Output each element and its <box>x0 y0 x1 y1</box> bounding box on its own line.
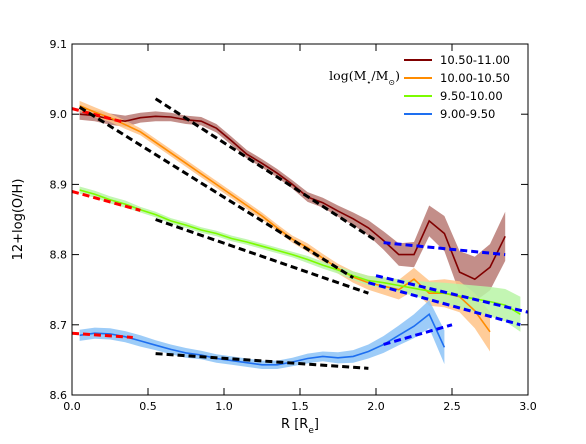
y-axis-label: 12+log(O/H) <box>11 179 26 261</box>
series-line-3 <box>79 189 521 315</box>
legend: log(M⋆/M⊙) 10.50-11.00 10.00-10.50 9.50-10… <box>329 53 510 121</box>
error-bands <box>79 100 521 369</box>
x-tick-label: 2.5 <box>443 400 461 413</box>
legend-title: log(M⋆/M⊙) <box>329 68 400 87</box>
x-tick-label: 3.0 <box>519 400 537 413</box>
y-tick-label: 9.1 <box>50 38 68 51</box>
legend-label-2: 10.00-10.50 <box>440 71 510 85</box>
series-line-4 <box>79 313 446 366</box>
x-tick-label: 0.5 <box>139 400 157 413</box>
y-tick-label: 9.0 <box>50 108 68 121</box>
y-tick-label: 8.9 <box>50 178 68 191</box>
y-tick-label: 8.6 <box>50 389 68 402</box>
error-band-1 <box>79 108 506 302</box>
x-axis-label: R [Re] <box>281 417 319 436</box>
axis-tick-labels: 0.0 0.5 1.0 1.5 2.0 2.5 3.0 8.6 8.7 8.8 8.9 9.0 9.1 <box>50 38 537 413</box>
fit-line-1 <box>72 107 126 125</box>
series-lines <box>79 105 521 366</box>
x-tick-label: 2.0 <box>367 400 385 413</box>
fit-lines <box>72 97 528 370</box>
fit-line-10 <box>375 274 528 314</box>
y-tick-label: 8.7 <box>50 319 68 332</box>
axis-ticks <box>71 43 529 396</box>
fit-line-8 <box>383 241 506 257</box>
fit-line-9 <box>367 281 521 327</box>
fit-line-2 <box>72 189 141 212</box>
x-tick-label: 0.0 <box>63 400 81 413</box>
y-tick-label: 8.8 <box>50 249 68 262</box>
x-tick-label: 1.0 <box>215 400 233 413</box>
error-band-3 <box>79 186 521 332</box>
legend-label-1: 10.50-11.00 <box>440 53 510 67</box>
fit-line-6 <box>155 218 369 295</box>
legend-label-3: 9.50-10.00 <box>440 89 503 103</box>
series-line-1 <box>79 113 506 281</box>
legend-label-4: 9.00-9.50 <box>440 107 495 121</box>
x-tick-label: 1.5 <box>291 400 309 413</box>
fit-line-11 <box>383 323 453 346</box>
fit-line-3 <box>72 331 133 339</box>
fit-line-5 <box>78 105 354 280</box>
fit-line-7 <box>155 352 369 370</box>
error-band-4 <box>79 300 445 369</box>
